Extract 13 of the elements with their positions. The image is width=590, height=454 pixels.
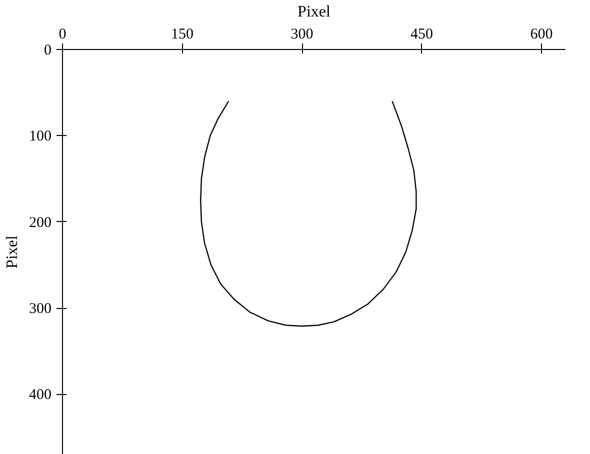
y-tick-label: 400	[29, 387, 52, 404]
x-tick-label: 600	[530, 26, 553, 42]
y-tick-label: 200	[29, 214, 52, 231]
x-tick-label: 0	[58, 26, 66, 42]
y-tick-label: 0	[44, 42, 52, 58]
line-series	[200, 100, 417, 327]
y-tick-label: 300	[29, 301, 52, 318]
x-tick-label: 150	[171, 26, 194, 42]
x-tick-label: 450	[410, 26, 434, 42]
y-tick-label: 100	[29, 128, 52, 145]
x-tick-label: 300	[290, 26, 314, 42]
x-axis-title: Pixel	[298, 4, 331, 20]
y-axis-title: Pixel	[4, 235, 21, 268]
